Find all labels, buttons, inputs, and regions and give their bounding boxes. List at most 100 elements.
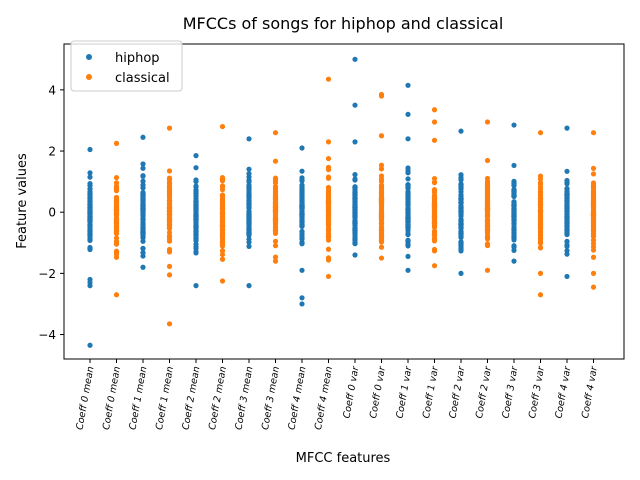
x-axis-label: MFCC features (296, 451, 391, 466)
point-hiphop-12-71 (405, 184, 411, 190)
point-hiphop-4-84 (193, 241, 199, 247)
x-tick-label-2: Coeff 1 mean (127, 366, 149, 431)
point-classical-7-71 (272, 158, 279, 164)
point-hiphop-0-85 (87, 232, 93, 238)
point-classical-11-83 (378, 211, 385, 217)
point-classical-17-60 (537, 209, 544, 215)
point-classical-5-1 (219, 123, 226, 130)
point-classical-11-87 (378, 232, 385, 238)
point-hiphop-2-90 (140, 230, 146, 236)
point-classical-15-83 (484, 195, 491, 201)
point-hiphop-18-67 (564, 178, 570, 185)
point-hiphop-12-86 (405, 238, 411, 244)
x-tick-label-13: Coeff 1 var (421, 365, 441, 420)
point-hiphop-12-78 (405, 231, 411, 238)
point-classical-9-74 (325, 175, 332, 181)
point-hiphop-6-82 (246, 193, 252, 199)
point-classical-15-86 (484, 218, 491, 225)
point-hiphop-18-0 (564, 273, 570, 280)
point-hiphop-0-65 (87, 223, 93, 230)
point-classical-17-42 (537, 244, 544, 250)
point-hiphop-16-89 (511, 199, 517, 205)
point-hiphop-18-89 (564, 203, 570, 209)
point-hiphop-0-1 (87, 146, 93, 153)
point-hiphop-4-89 (193, 198, 199, 204)
point-hiphop-10-87 (352, 193, 358, 199)
point-hiphop-4-78 (193, 248, 199, 255)
point-classical-5-14 (219, 251, 226, 258)
point-classical-9-0 (325, 273, 332, 280)
point-hiphop-12-35 (405, 243, 411, 249)
point-classical-11-81 (378, 189, 385, 196)
point-hiphop-14-91 (458, 239, 464, 245)
point-classical-1-84 (113, 184, 120, 190)
point-classical-15-88 (484, 207, 491, 213)
point-hiphop-8-87 (299, 215, 305, 221)
point-hiphop-8-47 (299, 229, 305, 235)
point-hiphop-6-87 (246, 232, 252, 238)
x-tick-label-17: Coeff 3 var (527, 365, 547, 420)
point-classical-15-90 (484, 190, 491, 196)
point-hiphop-0-84 (87, 218, 93, 224)
point-classical-1-89 (113, 203, 120, 209)
point-classical-15-89 (484, 201, 491, 207)
point-hiphop-8-1 (299, 145, 305, 151)
point-hiphop-18-81 (564, 248, 570, 254)
point-classical-17-78 (537, 215, 544, 221)
x-tick-label-12: Coeff 1 var (394, 365, 414, 420)
point-classical-3-89 (166, 221, 173, 227)
plot-frame (63, 43, 625, 360)
point-hiphop-8-84 (299, 188, 305, 195)
point-classical-17-80 (537, 218, 544, 224)
point-classical-7-22 (272, 254, 279, 260)
point-classical-15-0 (484, 267, 491, 273)
point-hiphop-18-1 (564, 125, 570, 131)
point-classical-5-72 (219, 238, 226, 244)
point-hiphop-2-86 (140, 208, 146, 214)
y-axis: −4 −2 0 2 4 (38, 83, 64, 342)
point-hiphop-16-62 (511, 227, 517, 233)
point-classical-1-1 (113, 140, 120, 146)
point-classical-19-90 (590, 221, 597, 227)
point-classical-13-68 (431, 187, 438, 193)
point-classical-15-54 (484, 181, 491, 187)
point-classical-19-0 (590, 270, 597, 276)
point-hiphop-2-27 (140, 165, 146, 171)
point-hiphop-10-1 (352, 139, 358, 145)
point-hiphop-4-40 (193, 177, 199, 183)
point-hiphop-12-26 (405, 176, 411, 182)
point-classical-7-74 (272, 195, 279, 201)
data-points (87, 56, 597, 348)
legend-label-hiphop: hiphop (115, 51, 160, 66)
point-hiphop-14-85 (458, 224, 464, 230)
point-hiphop-6-88 (246, 219, 252, 226)
point-classical-3-7 (166, 263, 173, 270)
point-classical-11-56 (378, 244, 385, 250)
point-classical-7-0 (272, 258, 279, 264)
point-classical-7-91 (272, 220, 279, 226)
point-classical-1-91 (113, 227, 120, 233)
point-classical-11-0 (378, 255, 385, 261)
point-hiphop-8-90 (299, 211, 305, 217)
point-classical-19-54 (590, 254, 597, 260)
point-classical-3-62 (166, 238, 173, 244)
point-hiphop-6-83 (246, 187, 252, 193)
point-classical-19-72 (590, 241, 597, 247)
point-classical-5-82 (219, 215, 226, 221)
point-classical-11-90 (378, 197, 385, 204)
point-classical-11-86 (378, 178, 385, 185)
y-tick-label-4: 4 (48, 83, 56, 97)
point-hiphop-16-88 (511, 217, 517, 223)
point-classical-7-90 (272, 177, 279, 183)
point-classical-19-78 (590, 188, 597, 195)
point-hiphop-10-93 (352, 102, 358, 108)
point-classical-11-93 (378, 93, 385, 99)
point-hiphop-12-1 (405, 136, 411, 142)
point-classical-5-88 (219, 234, 226, 240)
point-hiphop-18-90 (564, 190, 570, 197)
point-classical-9-92 (325, 76, 332, 82)
point-classical-5-85 (219, 219, 226, 225)
x-tick-label-18: Coeff 4 var (553, 365, 573, 420)
point-classical-1-55 (113, 175, 120, 181)
point-hiphop-8-88 (299, 234, 305, 240)
